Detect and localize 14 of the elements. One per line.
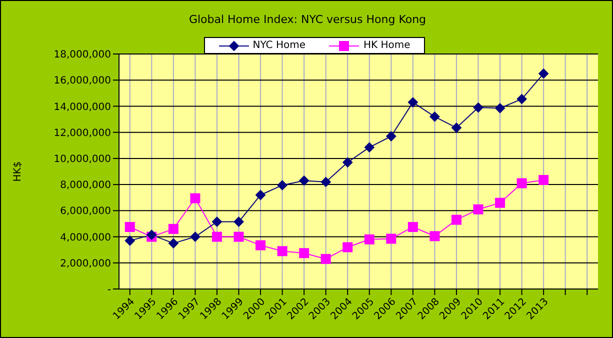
legend-label: HK Home — [363, 40, 410, 51]
chart-title: Global Home Index: NYC versus Hong Kong — [188, 13, 428, 26]
y-tick-label: 6,000,000 — [60, 206, 111, 218]
y-tick-label: 8,000,000 — [60, 180, 111, 192]
y-tick-label: 18,000,000 — [54, 50, 111, 61]
y-tick-label: 16,000,000 — [54, 76, 111, 87]
y-tick-label: 14,000,000 — [54, 102, 111, 113]
legend-label: NYC Home — [252, 40, 306, 51]
y-tick-label: 2,000,000 — [60, 258, 111, 270]
y-tick-label: 10,000,000 — [54, 154, 111, 165]
y-tick-label: 12,000,000 — [54, 128, 111, 139]
y-tick-label: 4,000,000 — [60, 232, 111, 244]
y-tick-label: - — [107, 284, 112, 296]
y-axis-title: HK$ — [12, 161, 24, 182]
